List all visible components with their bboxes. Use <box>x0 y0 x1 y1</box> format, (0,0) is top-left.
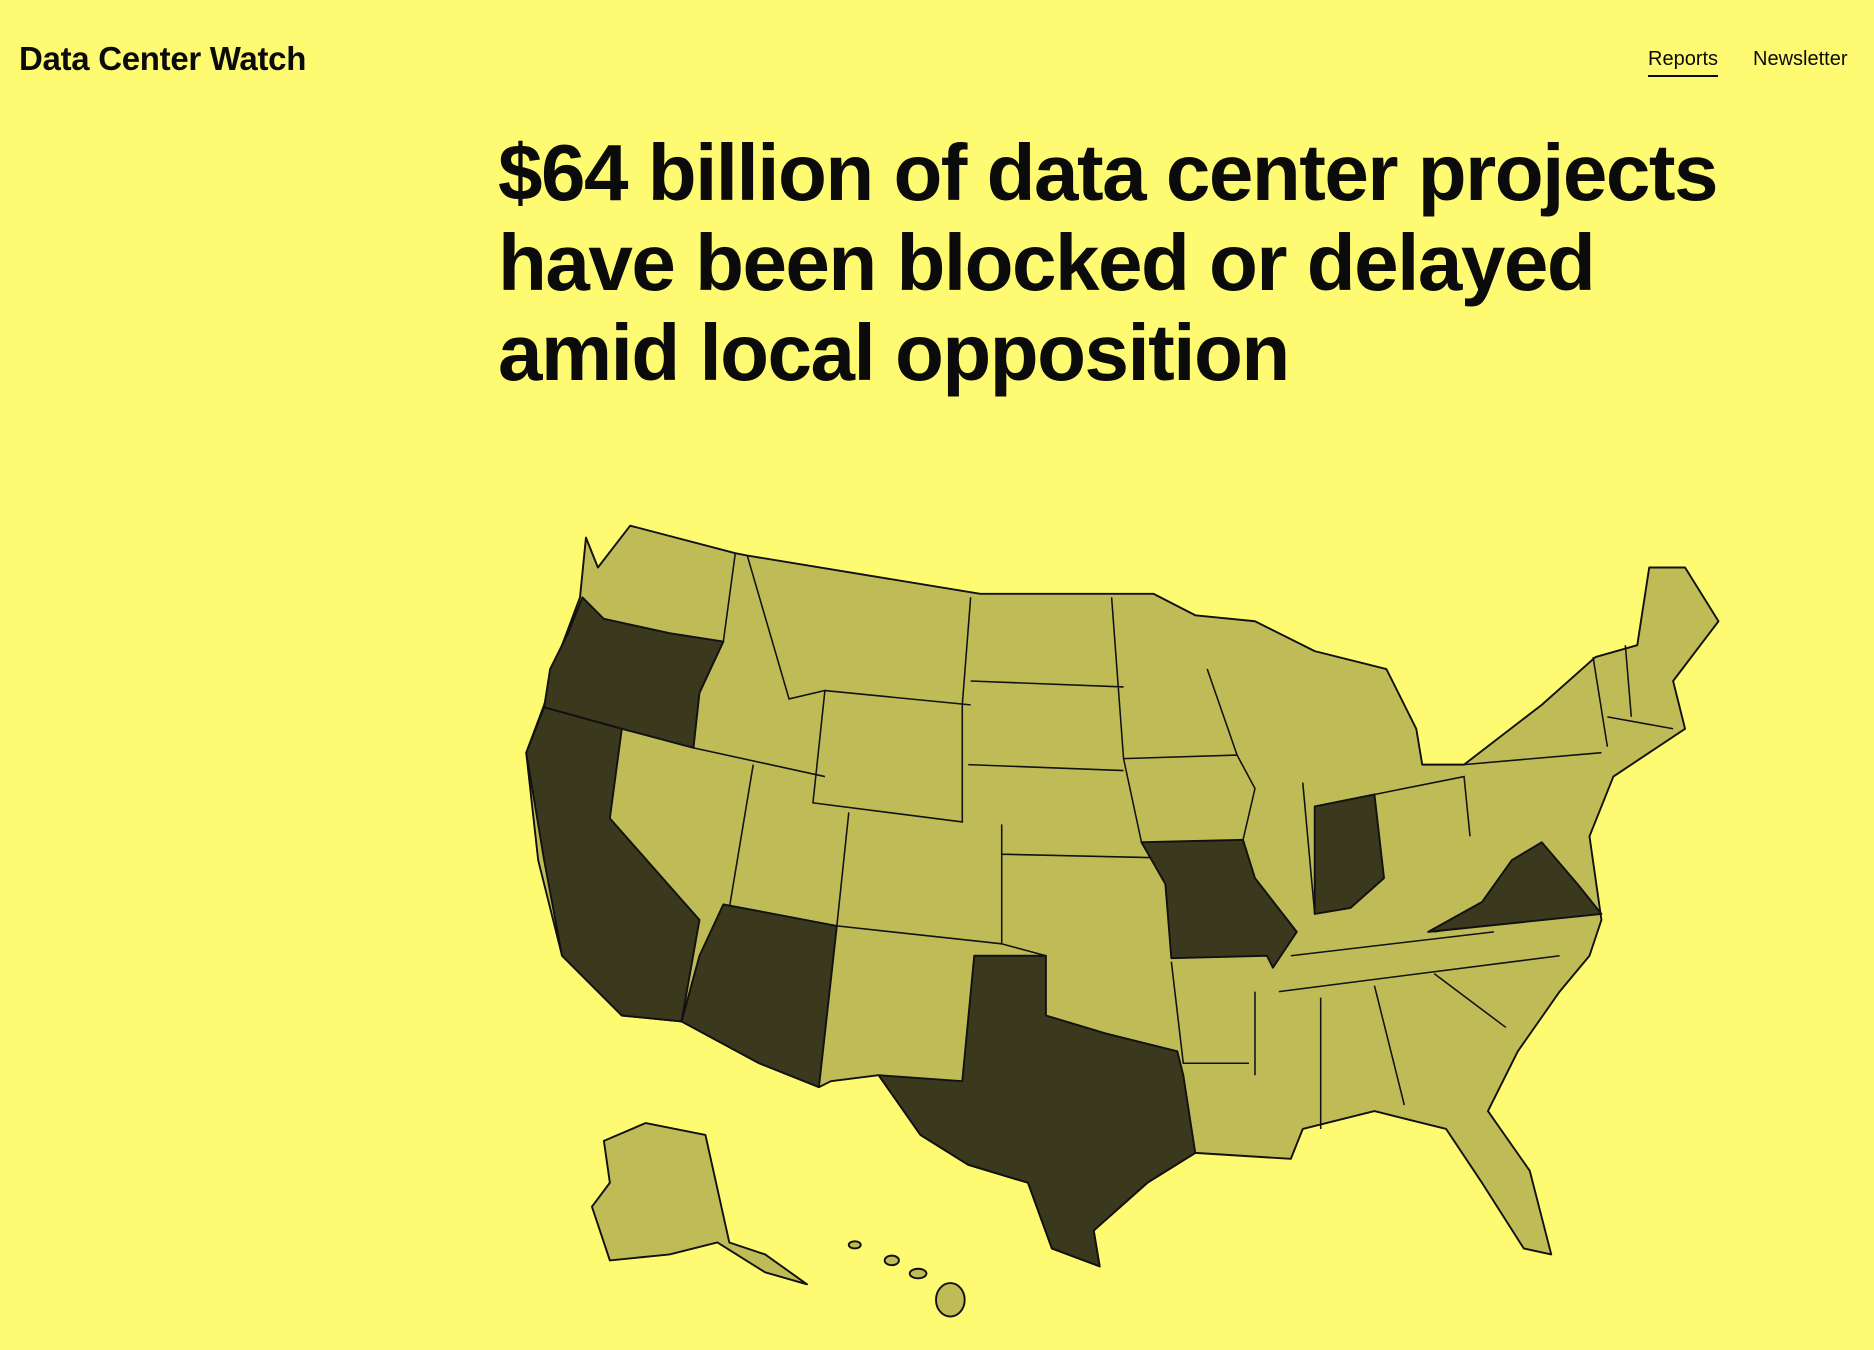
state-virginia <box>1427 841 1603 933</box>
state-alaska <box>590 1122 808 1286</box>
us-map <box>525 524 1720 1318</box>
headline-line: $64 billion of data center projects <box>498 128 1718 217</box>
nav-link[interactable]: Newsletter <box>1753 48 1848 70</box>
hawaii-island <box>935 1282 966 1318</box>
nav-link[interactable]: Reports <box>1648 48 1719 77</box>
hawaii-island <box>847 1240 862 1250</box>
state-oregon <box>543 596 725 749</box>
headline-line: amid local opposition <box>498 308 1290 397</box>
state-california <box>525 706 701 1023</box>
hawaii-island <box>908 1267 928 1280</box>
state-missouri <box>1140 838 1298 969</box>
state-arizona <box>680 903 838 1089</box>
state-indiana <box>1313 793 1385 915</box>
headline: $64 billion of data center projects have… <box>498 128 1718 398</box>
brand[interactable]: Data Center Watch <box>19 40 307 77</box>
hawaii-island <box>883 1254 900 1267</box>
headline-line: have been blocked or delayed <box>498 218 1596 307</box>
state-texas <box>877 954 1197 1268</box>
